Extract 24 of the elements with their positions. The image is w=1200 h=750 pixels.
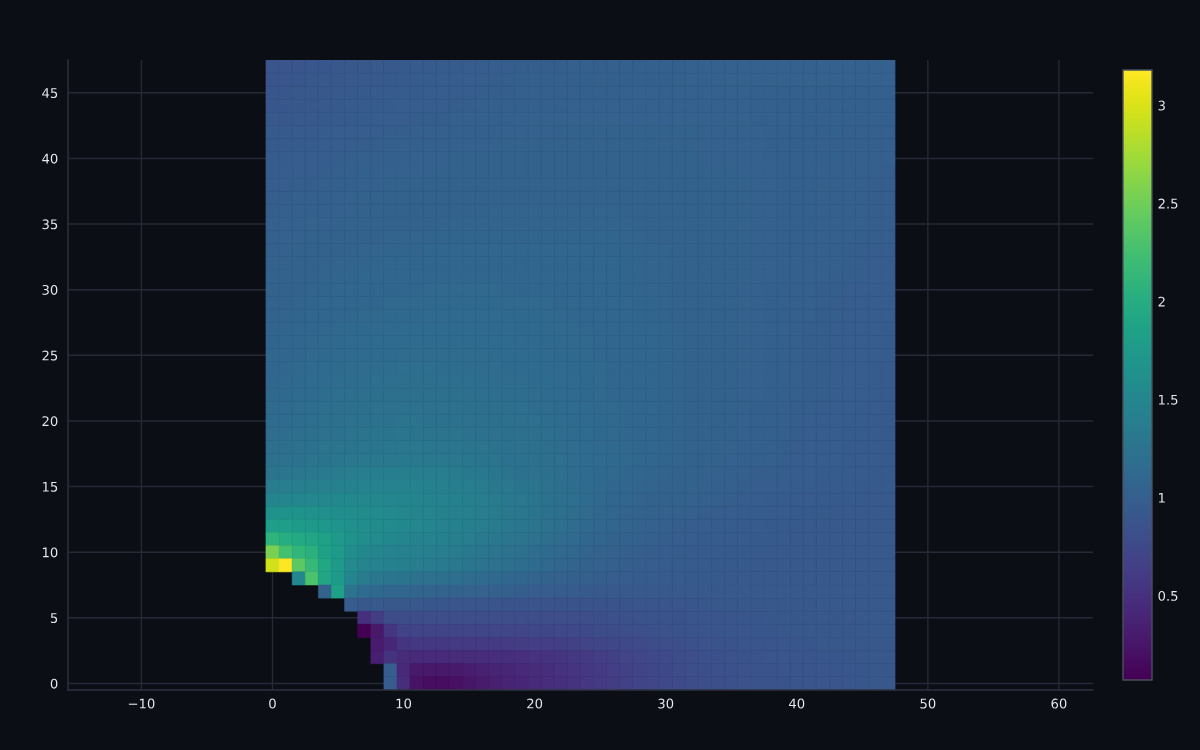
x-tick-label: 10 — [396, 698, 412, 709]
color-bar-label: 1.5 — [1159, 394, 1178, 405]
x-tick-label: 40 — [789, 698, 805, 709]
x-tick-label: 20 — [527, 698, 543, 709]
y-tick-label: 10 — [42, 547, 58, 558]
y-tick-label: 30 — [42, 284, 58, 295]
color-bar-label: 0.5 — [1158, 590, 1178, 601]
x-tick-label: 60 — [1051, 698, 1067, 709]
color-bar-label: 2 — [1158, 296, 1165, 307]
x-tick-label: 30 — [658, 698, 674, 709]
y-tick-label: 45 — [42, 88, 58, 99]
y-tick-label: 20 — [42, 416, 58, 427]
x-tick-label: 50 — [920, 698, 936, 709]
y-tick-label: 25 — [42, 350, 58, 361]
y-tick-label: 40 — [42, 153, 58, 164]
x-tick-label: 0 — [269, 698, 276, 709]
color-bar-label: 1 — [1159, 492, 1165, 503]
x-tick-label: −10 — [128, 698, 155, 709]
y-tick-label: 5 — [50, 613, 58, 624]
color-bar-label: 3 — [1158, 100, 1165, 111]
y-tick-label: 0 — [50, 678, 58, 689]
y-tick-label: 35 — [42, 219, 58, 230]
color-bar-label: 2.5 — [1158, 198, 1178, 209]
y-tick-label: 15 — [42, 481, 58, 492]
